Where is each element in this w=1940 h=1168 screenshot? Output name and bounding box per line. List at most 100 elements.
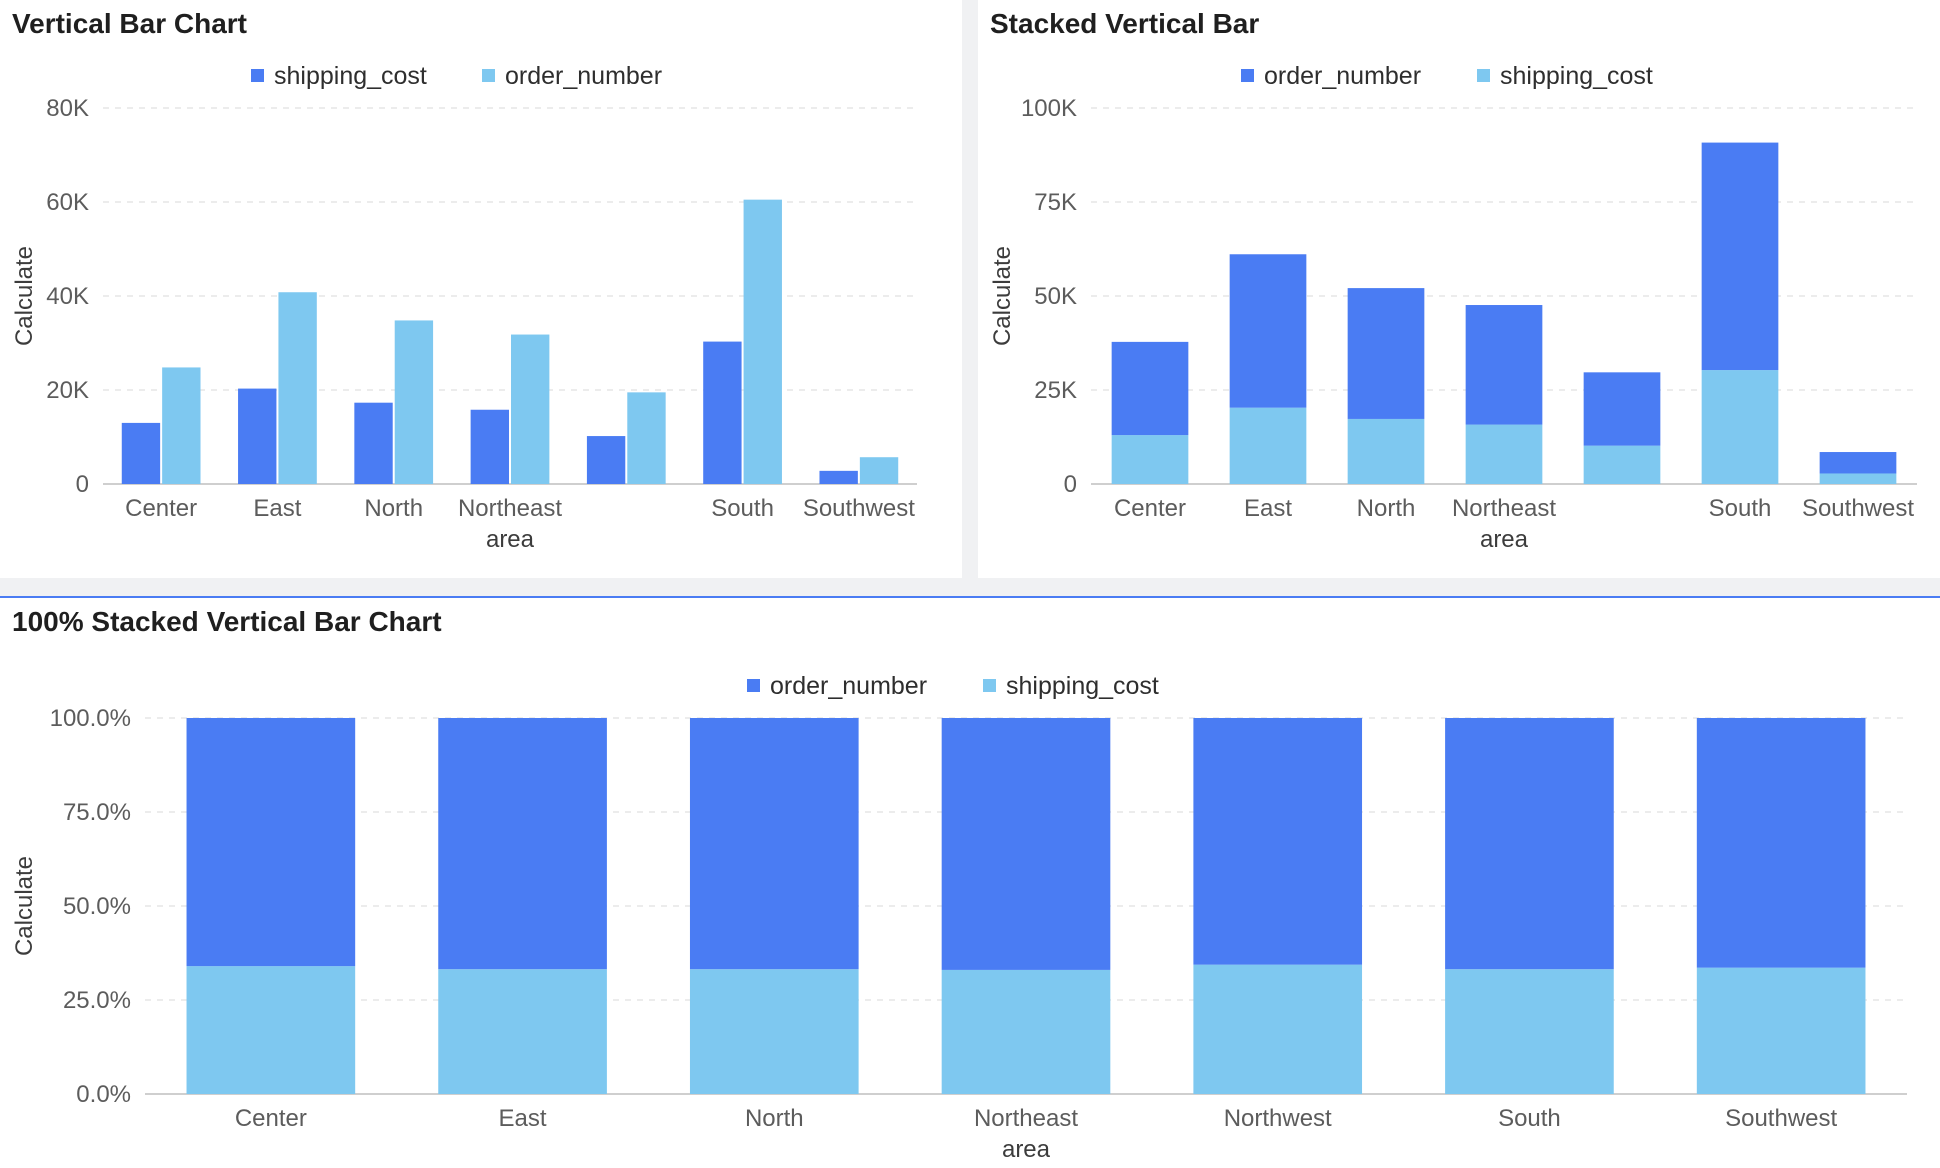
x-tick-label: East xyxy=(499,1105,547,1132)
y-tick-label: 0 xyxy=(76,471,89,498)
y-tick-label: 25K xyxy=(1034,377,1077,404)
chart-panel-percent-stacked-bar: 100% Stacked Vertical Bar Chart 0.0% 25.0… xyxy=(0,596,1940,1168)
x-tick-label: Center xyxy=(235,1105,307,1132)
bar-shipping-cost xyxy=(1347,418,1425,484)
x-axis-title: area xyxy=(1002,1136,1051,1163)
y-tick-label: 100.0% xyxy=(50,705,131,732)
bar-shipping-cost xyxy=(121,422,161,484)
legend-swatch xyxy=(482,69,495,82)
bar-shipping-cost xyxy=(1583,445,1661,484)
x-tick-label: East xyxy=(253,495,301,522)
bar-shipping-cost xyxy=(354,402,393,484)
y-axis-title: Calculate xyxy=(989,246,1016,346)
bar-shipping-cost xyxy=(186,966,356,1094)
bar-shipping-cost xyxy=(1696,967,1866,1094)
legend-swatch xyxy=(1241,69,1254,82)
bar-order-number xyxy=(689,718,859,970)
y-tick-label: 50.0% xyxy=(63,893,131,920)
y-tick-label: 75.0% xyxy=(63,799,131,826)
x-tick-label: South xyxy=(1709,495,1772,522)
bar-shipping-cost xyxy=(703,341,742,484)
x-tick-label: Southwest xyxy=(1802,495,1914,522)
bar-order-number xyxy=(1347,288,1425,419)
chart-panel-stacked-bar: Stacked Vertical Bar 0 25K 50K 75K 100K Cente… xyxy=(978,0,1940,578)
legend-swatch xyxy=(983,679,996,692)
bar-order-number xyxy=(438,718,607,970)
bar-shipping-cost xyxy=(689,969,859,1094)
legend-label: order_number xyxy=(505,62,662,90)
bar-shipping-cost xyxy=(438,969,607,1094)
legend-swatch xyxy=(1477,69,1490,82)
legend-label: order_number xyxy=(1264,62,1421,90)
y-tick-label: 80K xyxy=(46,95,89,122)
bar-order-number xyxy=(162,367,201,484)
y-tick-label: 75K xyxy=(1034,189,1077,216)
x-tick-label: Northeast xyxy=(1452,495,1556,522)
bar-shipping-cost xyxy=(1465,424,1543,484)
legend-swatch xyxy=(251,69,264,82)
legend-label: order_number xyxy=(770,672,927,700)
x-tick-label: Southwest xyxy=(1725,1105,1837,1132)
x-tick-label: South xyxy=(1498,1105,1561,1132)
bar-order-number xyxy=(394,320,434,484)
bar-order-number xyxy=(1701,142,1779,371)
y-axis-title: Calculate xyxy=(11,246,38,346)
bar-shipping-cost xyxy=(238,388,277,484)
bar-shipping-cost xyxy=(470,409,509,484)
stacked-vertical-bar-chart: 0 25K 50K 75K 100K Center East North Northeast So… xyxy=(989,62,1917,553)
x-tick-label: Northwest xyxy=(1224,1105,1332,1132)
y-tick-label: 40K xyxy=(46,283,89,310)
bar-shipping-cost xyxy=(1111,435,1189,484)
bar-order-number xyxy=(1193,718,1363,965)
y-tick-label: 0.0% xyxy=(76,1081,131,1108)
x-tick-label: Northeast xyxy=(458,495,562,522)
chart-title: Stacked Vertical Bar xyxy=(990,8,1260,39)
x-tick-label: South xyxy=(711,495,774,522)
bar-order-number xyxy=(941,718,1111,970)
bar-order-number xyxy=(859,457,899,484)
bar-order-number xyxy=(186,718,356,967)
bar-order-number xyxy=(1465,305,1543,425)
bar-shipping-cost xyxy=(1229,407,1307,484)
x-tick-label: Center xyxy=(125,495,197,522)
bar-shipping-cost xyxy=(1445,969,1614,1094)
bar-order-number xyxy=(1111,341,1189,436)
y-axis-title: Calculate xyxy=(11,856,38,956)
y-tick-label: 50K xyxy=(1034,283,1077,310)
y-tick-label: 0 xyxy=(1064,471,1077,498)
percent-stacked-bar-chart: 0.0% 25.0% 50.0% 75.0% 100.0% Center East North… xyxy=(11,672,1907,1163)
x-tick-label: Southwest xyxy=(803,495,915,522)
bar-shipping-cost xyxy=(1193,964,1363,1094)
bar-order-number xyxy=(1445,718,1614,970)
x-tick-label: North xyxy=(1357,495,1416,522)
y-tick-label: 25.0% xyxy=(63,987,131,1014)
bar-order-number xyxy=(278,292,317,484)
legend-label: shipping_cost xyxy=(274,62,427,90)
bar-order-number xyxy=(627,392,666,484)
bar-shipping-cost xyxy=(586,436,626,484)
x-tick-label: North xyxy=(745,1105,804,1132)
y-tick-label: 100K xyxy=(1021,95,1077,122)
bar-order-number xyxy=(1819,452,1897,474)
bar-order-number xyxy=(511,334,550,484)
bar-shipping-cost xyxy=(1819,473,1897,484)
bar-order-number xyxy=(1583,372,1661,446)
bar-order-number xyxy=(1229,254,1307,408)
y-tick-label: 60K xyxy=(46,189,89,216)
y-tick-label: 20K xyxy=(46,377,89,404)
legend-swatch xyxy=(747,679,760,692)
chart-title: 100% Stacked Vertical Bar Chart xyxy=(12,606,442,637)
bar-shipping-cost xyxy=(1701,370,1779,484)
legend-label: shipping_cost xyxy=(1500,62,1653,90)
chart-title: Vertical Bar Chart xyxy=(12,8,247,39)
legend-label: shipping_cost xyxy=(1006,672,1159,700)
x-tick-label: Center xyxy=(1114,495,1186,522)
vertical-bar-chart: 0 20K 40K 60K 80K Center East North Northeast Sou… xyxy=(11,62,917,553)
x-tick-label: North xyxy=(364,495,423,522)
bar-shipping-cost xyxy=(819,470,858,484)
bar-shipping-cost xyxy=(941,969,1111,1094)
x-tick-label: Northeast xyxy=(974,1105,1078,1132)
bar-order-number xyxy=(743,199,782,484)
chart-panel-vertical-bar: Vertical Bar Chart 0 20K 40K 60K 80K Center Ea… xyxy=(0,0,962,578)
x-axis-title: area xyxy=(486,526,535,553)
